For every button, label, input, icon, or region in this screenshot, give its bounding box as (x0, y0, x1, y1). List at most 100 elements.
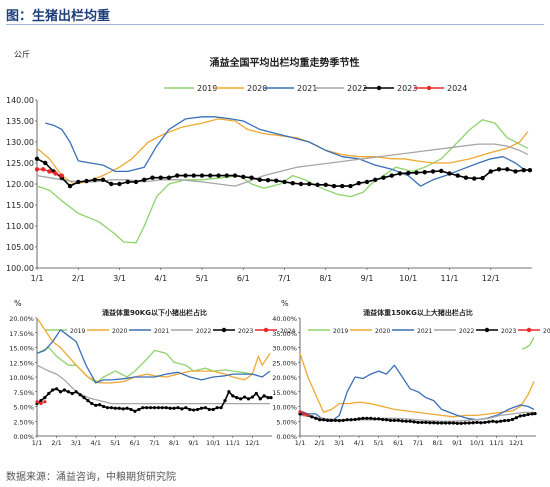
series-2023-point (392, 418, 396, 422)
series-2023-point (34, 156, 40, 161)
series-2023-point (439, 168, 444, 174)
y-tick-label: 15.00% (272, 389, 297, 397)
series-2023-point (322, 418, 326, 422)
series-2023-point (513, 169, 518, 174)
series-2023-point (397, 171, 403, 176)
series-2023-point (373, 417, 377, 421)
series-2023-point (290, 180, 295, 186)
y-tick-label: 0.00% (276, 433, 297, 441)
series-2023-point (340, 183, 345, 189)
x-tick-label: 1/1 (31, 274, 44, 283)
series-2023-point (211, 407, 215, 412)
legend-label-2021: 2021 (297, 84, 317, 93)
series-2023-point (329, 418, 334, 422)
series-2023-point (337, 419, 341, 423)
chart-title: 涌益体重90KG以下小猪出栏占比 (102, 308, 207, 317)
series-2023-point (369, 416, 373, 420)
series-2023-point (315, 182, 320, 188)
series-2023-point (483, 420, 487, 425)
series-2023-point (241, 174, 246, 180)
series-2023-point (527, 167, 533, 173)
chart-title: 涌益全国平均出栏均重走势季节性 (210, 56, 360, 69)
series-2023-point (406, 170, 411, 176)
series-2023-point (191, 173, 196, 178)
series-2023-point (105, 406, 110, 410)
series-2023-point (479, 421, 483, 425)
series-2023-point (78, 393, 82, 397)
legend-marker-2023 (484, 327, 490, 333)
chart-title: 涌益体重150KG以上大猪出栏占比 (363, 308, 473, 317)
series-2023-point (414, 170, 419, 175)
series-2023-point (274, 178, 279, 183)
series-2023-point (148, 406, 153, 410)
x-tick-label: 1/1 (32, 439, 42, 447)
series-2023-point (125, 406, 129, 410)
y-tick-label: 135.00 (6, 117, 34, 126)
series-2023-point (215, 406, 219, 410)
series-2023-point (133, 409, 137, 413)
x-tick-label: 9/1 (188, 439, 198, 447)
series-2023-point (455, 421, 459, 425)
x-tick-label: 5/1 (110, 439, 120, 447)
source-note: 数据来源：涌益咨询，中粮期货研究院 (6, 472, 176, 483)
series-2023-point (396, 418, 400, 422)
series-2023-point (224, 173, 229, 178)
x-tick-label: 4/1 (354, 439, 364, 447)
series-2023-point (195, 407, 200, 412)
series-2023-point (235, 396, 239, 400)
series-2023-point (223, 399, 227, 403)
series-2023-point (47, 391, 51, 396)
series-2023-point (121, 407, 125, 411)
y-unit-label: % (14, 299, 22, 308)
x-tick-label: 3/1 (113, 274, 126, 283)
legend-label-2023: 2023 (501, 328, 516, 335)
title-divider (6, 24, 544, 25)
x-tick-label: 2/1 (314, 439, 324, 447)
series-2023-point (109, 406, 114, 410)
series-2023-point (467, 421, 471, 425)
series-2023-point (388, 418, 393, 422)
series-2023-point (86, 399, 90, 403)
series-2023-point (499, 419, 503, 423)
series-2023-point (384, 418, 389, 422)
series-2023-point (518, 414, 522, 418)
series-2023-point (475, 420, 479, 425)
y-tick-label: 130.00 (6, 138, 34, 147)
series-2023-point (150, 175, 155, 180)
y-tick-label: 100.00 (6, 264, 34, 273)
series-2023-point (471, 421, 475, 425)
series-2023-point (145, 406, 149, 410)
series-2023-point (231, 394, 235, 398)
series-2023-point (505, 167, 510, 172)
series-2023-point (133, 179, 139, 185)
series-2023-point (141, 406, 145, 410)
x-tick-label: 2/1 (51, 439, 61, 447)
series-2023-point (66, 390, 70, 394)
x-tick-label: 2/1 (72, 274, 85, 283)
series-2024-point (43, 400, 47, 404)
series-2023-point (176, 406, 180, 410)
y-tick-label: 10.00% (272, 404, 297, 412)
x-tick-label: 1/1 (295, 439, 305, 447)
series-2021-line (36, 329, 271, 384)
series-2023-point (98, 403, 102, 407)
series-2023-point (43, 396, 47, 400)
series-2023-point (463, 175, 469, 180)
legend-marker-2024 (426, 85, 432, 91)
series-2023-point (232, 173, 238, 178)
y-tick-label: 35.00% (272, 330, 297, 338)
series-2023-point (183, 173, 188, 178)
x-tick-label: 4/1 (91, 439, 101, 447)
series-2023-point (331, 183, 337, 189)
series-2023-point (168, 406, 172, 410)
series-2023-point (199, 173, 205, 178)
series-2024-point (298, 410, 302, 414)
y-tick-label: 40.00% (272, 315, 297, 323)
series-2023-point (420, 420, 424, 425)
series-2022-line (36, 143, 529, 187)
series-2023-point (101, 404, 106, 409)
y-tick-label: 105.00 (6, 243, 34, 252)
legend-label-2020: 2020 (247, 84, 267, 93)
series-2023-point (408, 419, 412, 423)
